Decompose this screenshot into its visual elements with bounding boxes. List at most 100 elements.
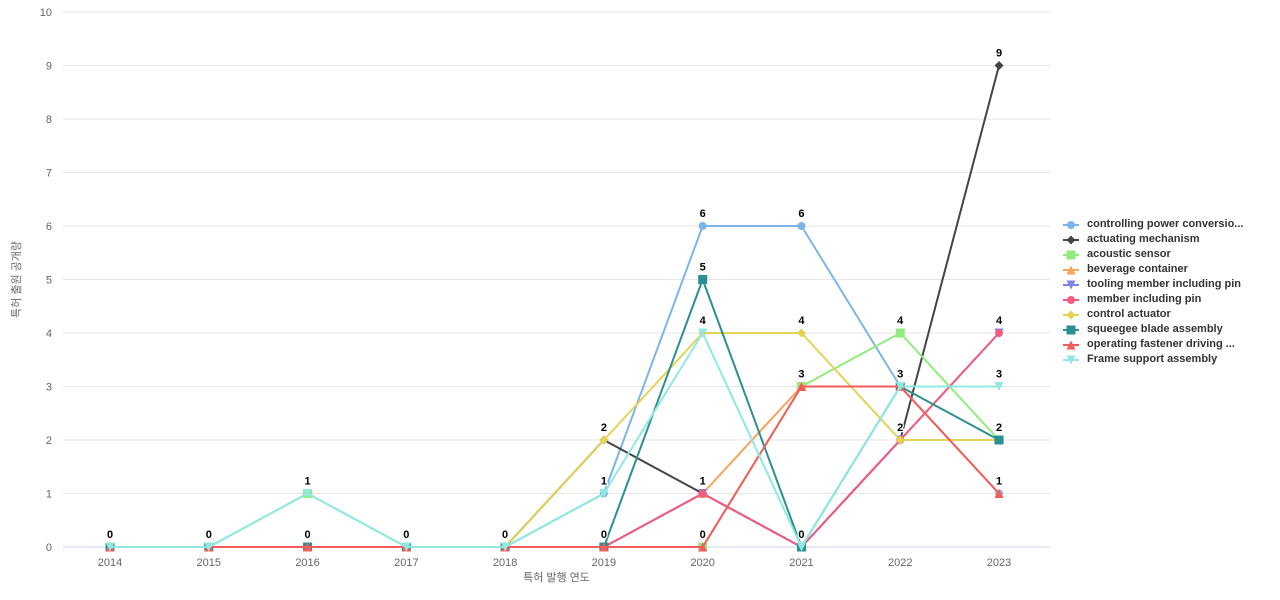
squeegee-blade-assembly-marker-icon [1063,325,1079,334]
point-9-2019 [599,489,609,498]
y-tick-2: 2 [46,435,52,447]
point-6-2019 [599,435,609,445]
legend-label: actuating mechanism [1087,233,1200,245]
legend-label: member including pin [1087,293,1202,305]
y-tick-0: 0 [46,542,52,554]
point-6-2022 [895,435,905,445]
legend-item-beverage-container[interactable]: beverage container [1062,262,1243,277]
data-label-2019-1: 1 [601,476,607,488]
point-9-2015 [204,542,214,552]
series-9 [105,328,1004,552]
point-9-2014 [105,542,115,552]
x-axis-title: 특허 발행 연도 [523,571,590,584]
legend-item-member-including-pin[interactable]: member including pin [1062,292,1243,307]
data-label-2022-4: 4 [897,315,904,327]
data-label-2015-0: 0 [206,529,212,541]
x-tick-2018: 2018 [493,557,517,569]
data-label-2022-2: 2 [897,422,903,434]
data-label-2017-0: 0 [403,529,409,541]
data-label-2021-3: 3 [798,369,804,381]
x-tick-2016: 2016 [295,557,319,569]
y-tick-7: 7 [46,168,52,180]
point-0-2020 [698,222,707,230]
legend-item-tooling-member-including-pin[interactable]: tooling member including pin [1062,277,1243,292]
point-9-2021 [796,542,806,552]
point-1-2023 [994,61,1004,70]
point-9-2016 [303,489,313,498]
point-8-2016 [303,542,313,552]
member-including-pin-marker-icon [1063,295,1079,304]
legend-label: operating fastener driving ... [1087,338,1235,350]
x-tick-2021: 2021 [789,557,813,569]
data-labels: 0 0 0 1 0 0 1 2 0 6 1 0 4 5 6 0 3 4 3 2 4 1 9 2 4 3 [106,46,1005,542]
data-label-2021-4: 4 [798,315,805,327]
y-tick-5: 5 [46,275,52,287]
data-label-2018-0: 0 [502,529,508,541]
beverage-container-marker-icon [1063,265,1079,274]
x-tick-2020: 2020 [690,557,714,569]
data-label-2020-6: 6 [700,208,706,220]
point-6-2021 [796,328,806,338]
legend-item-control-actuator[interactable]: control actuator [1062,307,1243,322]
y-tick-6: 6 [46,221,52,233]
series-line-7 [109,278,1001,548]
data-label-2021-0: 0 [798,529,804,541]
tooling-member-including-pin-marker-icon [1063,280,1079,289]
point-8-2021 [796,382,806,391]
actuating-mechanism-marker-icon [1063,235,1079,244]
x-tick-2015: 2015 [197,557,221,569]
controlling-power-conversio-marker-icon [1063,220,1079,229]
x-tick-2019: 2019 [592,557,616,569]
point-9-2020 [698,328,708,338]
series-line-8 [109,385,1001,548]
y-tick-10: 10 [40,7,52,19]
point-7-2020 [698,275,708,284]
point-9-2022 [895,382,905,391]
legend-label: Frame support assembly [1087,353,1218,365]
acoustic-sensor-marker-icon [1063,250,1079,259]
series-line-3 [109,385,1001,548]
data-label-2020-4: 4 [700,315,707,327]
legend-item-acoustic-sensor[interactable]: acoustic sensor [1062,247,1243,262]
point-9-2018 [500,542,510,552]
control-actuator-marker-icon [1063,310,1079,319]
legend-item-squeegee-blade-assembly[interactable]: squeegee blade assembly [1062,322,1243,337]
legend-label: acoustic sensor [1087,248,1171,260]
data-label-2020-0: 0 [700,529,706,541]
data-label-2023-3: 3 [996,369,1002,381]
series-line-9 [109,332,1001,548]
legend-item-frame-support-assembly[interactable]: Frame support assembly [1062,352,1243,367]
grid [63,11,1050,548]
legend-label: squeegee blade assembly [1087,323,1223,335]
legend-label: controlling power conversio... [1087,218,1244,230]
x-tick-2023: 2023 [987,557,1011,569]
y-tick-1: 1 [46,489,52,501]
y-tick-8: 8 [46,114,52,126]
data-label-2021-6: 6 [798,208,804,220]
data-label-2023-4: 4 [996,315,1003,327]
legend-item-operating-fastener-driving[interactable]: operating fastener driving ... [1062,337,1243,352]
legend-item-controlling-power-conversio[interactable]: controlling power conversio... [1062,217,1243,232]
point-5-2023 [995,329,1004,337]
point-9-2017 [401,542,411,552]
data-label-2019-0: 0 [601,529,607,541]
x-tick-2022: 2022 [888,557,912,569]
series-line-1 [109,64,1001,548]
series-1 [105,61,1004,552]
data-label-2023-1: 1 [996,476,1002,488]
point-5-2020 [698,489,707,498]
legend-item-actuating-mechanism[interactable]: actuating mechanism [1062,232,1243,247]
data-label-2020-1: 1 [700,476,706,488]
y-tick-9: 9 [46,61,52,73]
y-axis-title: 특허 출원 공개량 [10,241,23,318]
operating-fastener-driving-marker-icon [1063,340,1079,349]
x-tick-2017: 2017 [394,557,418,569]
point-2-2022 [895,328,905,338]
point-8-2019 [599,542,609,552]
legend: controlling power conversio... actuating … [1062,217,1243,367]
data-label-2016-1: 1 [304,476,310,488]
data-label-2020-5: 5 [700,262,706,274]
legend-label: beverage container [1087,263,1188,275]
